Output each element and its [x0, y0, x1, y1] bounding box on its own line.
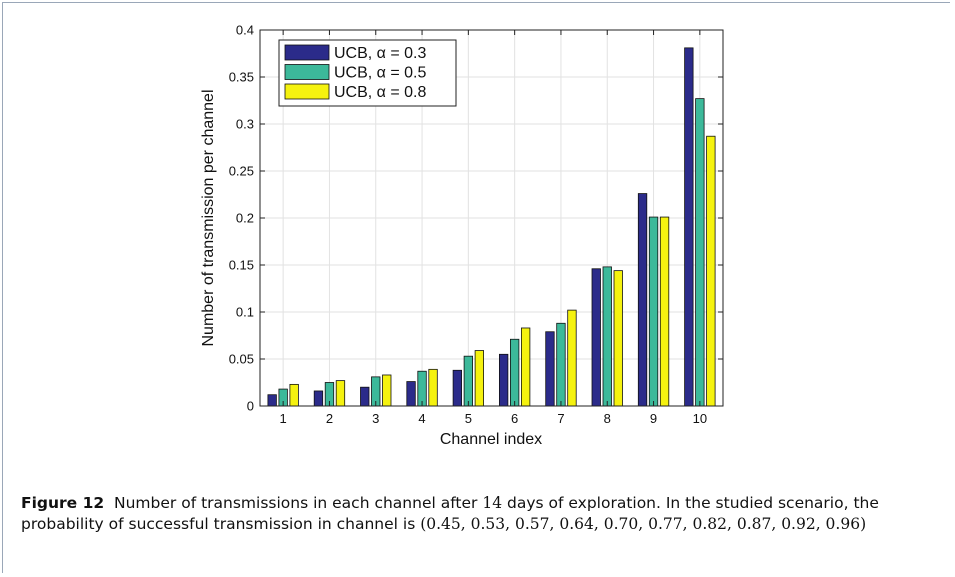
legend: UCB, α = 0.3 UCB, α = 0.5 UCB, α = 0.8	[278, 39, 457, 107]
x-tick-label: 5	[465, 411, 472, 426]
bar-series-3-ch-2	[335, 380, 346, 407]
bar-series-2-ch-9	[648, 216, 659, 407]
x-tick-label: 3	[372, 411, 379, 426]
bar-series-3-ch-8	[613, 270, 623, 407]
legend-swatch	[284, 64, 330, 80]
bar-series-1-ch-7	[545, 331, 555, 407]
bar-series-2-ch-8	[602, 266, 612, 407]
legend-swatch	[284, 44, 330, 61]
y-tick-label: 0.05	[229, 352, 254, 367]
bar-series-2-ch-5	[463, 355, 474, 407]
bar-series-3-ch-3	[382, 374, 392, 407]
bar-series-1-ch-3	[360, 386, 370, 407]
bar-series-2-ch-4	[417, 370, 427, 407]
legend-entry: UCB, α = 0.5	[334, 65, 427, 82]
y-tick-label: 0.15	[229, 258, 254, 273]
figure-caption: Figure 12 Number of transmissions in eac…	[21, 493, 946, 535]
y-tick-label: 0	[247, 399, 254, 414]
y-tick-label: 0.4	[236, 23, 254, 38]
caption-text-2: days of exploration. In the studied scen…	[21, 494, 879, 533]
legend-entry: UCB, α = 0.3	[334, 45, 427, 62]
legend-entry: UCB, α = 0.8	[334, 84, 427, 101]
bar-series-3-ch-7	[567, 309, 577, 407]
bar-series-1-ch-10	[684, 47, 694, 407]
bar-series-1-ch-5	[452, 369, 463, 407]
bar-series-3-ch-5	[474, 350, 485, 407]
bar-series-3-ch-10	[706, 135, 716, 407]
y-tick-label: 0.3	[236, 117, 254, 132]
bar-series-1-ch-4	[406, 381, 416, 407]
x-tick-label: 7	[557, 411, 564, 426]
y-tick-label: 0.25	[229, 164, 254, 179]
y-tick-label: 0.35	[229, 70, 254, 85]
x-tick-label: 9	[650, 411, 657, 426]
x-tick-label: 2	[326, 411, 333, 426]
bar-series-3-ch-9	[659, 216, 670, 407]
caption-probabilities: (0.45, 0.53, 0.57, 0.64, 0.70, 0.77, 0.8…	[420, 515, 867, 533]
bar-series-3-ch-6	[521, 327, 531, 407]
legend-swatch	[284, 83, 330, 100]
bar-series-3-ch-4	[428, 368, 438, 407]
bar-series-2-ch-10	[695, 98, 705, 407]
chart-container: 0 0.05 0.1 0.15 0.2 0.25 0.3 0.35 0.4 1 2 3 4 5 6 7 8 9 10…	[200, 23, 724, 448]
bar-series-3-ch-1	[289, 383, 299, 407]
x-tick-label: 8	[604, 411, 611, 426]
caption-days: 14	[482, 494, 503, 512]
x-tick-label: 6	[511, 411, 518, 426]
bar-series-1-ch-6	[498, 353, 509, 407]
bar-series-1-ch-2	[313, 390, 324, 407]
y-axis-label: Number of transmission per channel	[200, 89, 217, 346]
axis-ticks: 0 0.05 0.1 0.15 0.2 0.25 0.3 0.35 0.4 1 2 3 4 5 6 7 8 9 10	[229, 23, 723, 426]
bar-series-2-ch-7	[556, 322, 566, 407]
bar-chart: 0 0.05 0.1 0.15 0.2 0.25 0.3 0.35 0.4 1 2 3 4 5 6 7 8 9 10…	[200, 23, 724, 448]
y-tick-label: 0.2	[236, 211, 254, 226]
x-tick-label: 10	[693, 411, 707, 426]
x-tick-label: 1	[280, 411, 287, 426]
bar-series-1-ch-8	[591, 268, 601, 407]
caption-text-1: Number of transmissions in each channel …	[114, 494, 478, 512]
figure-label: Figure 12	[21, 494, 105, 512]
bar-series-2-ch-6	[509, 338, 520, 407]
y-tick-label: 0.1	[236, 305, 254, 320]
bar-series-1-ch-9	[637, 193, 648, 407]
bars	[267, 47, 716, 407]
bar-series-1-ch-1	[267, 394, 277, 407]
x-axis-label: Channel index	[440, 431, 542, 448]
x-tick-label: 4	[418, 411, 425, 426]
